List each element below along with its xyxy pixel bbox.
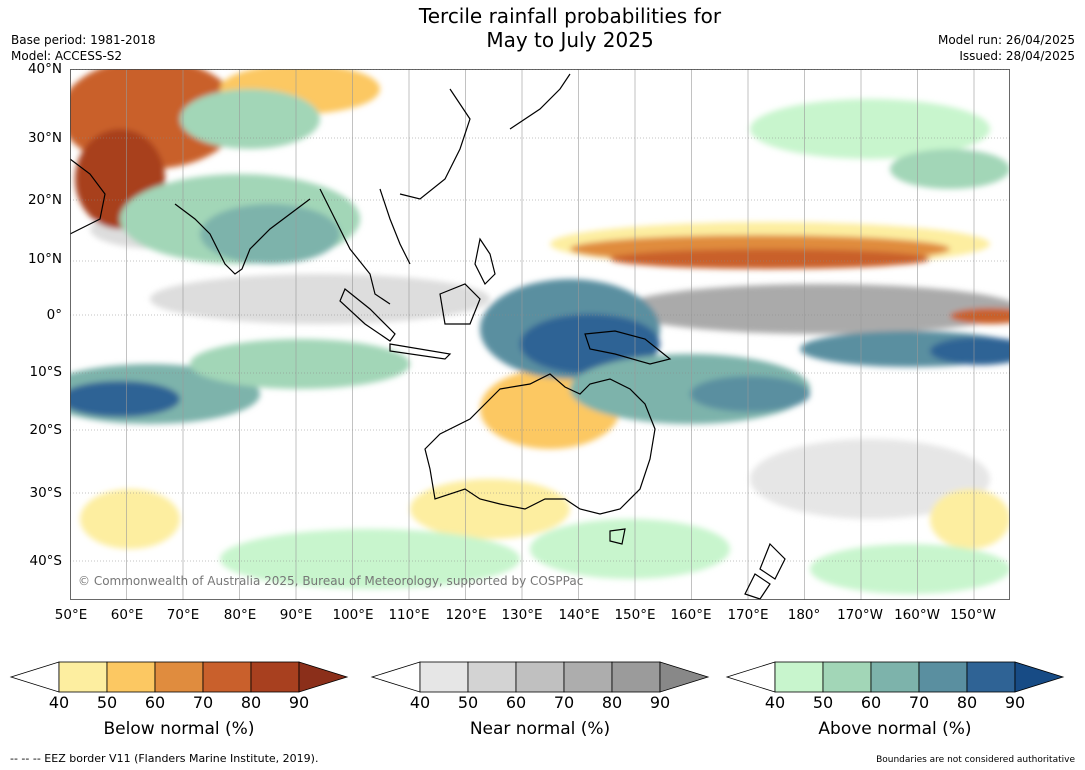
title-line-1: Tercile rainfall probabilities for [418,4,722,28]
colorbar-segment [467,661,517,693]
model-text: Model: ACCESS-S2 [11,49,123,63]
colorbar-segment [822,661,872,693]
base-period-text: Base period: 1981-2018 [11,33,156,47]
colorbar-segment [515,661,565,693]
cb-above-tick-40: 40 [764,693,786,712]
lon-label-150w: 150°W [950,607,996,623]
meta-left: Base period: 1981-2018 Model: ACCESS-S2 [11,32,156,64]
cb-below-tick-60: 60 [144,693,166,712]
lat-label-10s: 10°S [29,364,63,380]
lat-label-10n: 10°N [27,251,62,267]
title-line-2: May to July 2025 [486,28,654,52]
lon-label-130e: 130°E [501,607,543,623]
colorbar-segment [58,661,108,693]
copyright-notice: © Commonwealth of Australia 2025, Bureau… [78,574,584,588]
lon-label-80e: 80°E [223,607,257,623]
issued-text: Issued: 28/04/2025 [959,49,1075,63]
colorbar-segment [774,661,824,693]
cb-below-tick-80: 80 [240,693,262,712]
chart-title: Tercile rainfall probabilities for May t… [0,4,1085,52]
colorbar-low-arrow [9,661,60,693]
colorbar-segment [419,661,469,693]
colorbar-segment [202,661,252,693]
colorbar-segment [966,661,1016,693]
lat-label-40n: 40°N [27,61,62,77]
cb-below-tick-40: 40 [48,693,70,712]
cb-above-tick-90: 90 [1004,693,1026,712]
colorbar-segment [250,661,300,693]
colorbars [9,661,1065,693]
cb-near-tick-60: 60 [505,693,527,712]
colorbar-segment [563,661,613,693]
lat-label-30s: 30°S [29,485,63,501]
lon-label-120e: 120°E [445,607,487,623]
boundaries-disclaimer: Boundaries are not considered authoritat… [876,755,1075,765]
rainfall-probability-map [70,69,1010,600]
cb-above-tick-50: 50 [812,693,834,712]
cb-below-tick-70: 70 [192,693,214,712]
cb-above-tick-70: 70 [908,693,930,712]
cb-near-tick-80: 80 [601,693,623,712]
colorbar-near-normal [370,661,710,693]
cb-below-label: Below normal (%) [103,719,255,739]
lon-label-160w: 160°W [894,607,940,623]
colorbar-above-normal [725,661,1065,693]
lon-label-50e: 50°E [54,607,88,623]
lon-label-160e: 160°E [670,607,712,623]
lon-label-170w: 170°W [837,607,883,623]
colorbar-segment [870,661,920,693]
lon-label-70e: 70°E [166,607,200,623]
colorbar-low-arrow [370,661,421,693]
lon-label-170e: 170°E [727,607,769,623]
lat-label-40s: 40°S [29,553,63,569]
colorbar-segment [918,661,968,693]
lat-label-30n: 30°N [27,130,62,146]
meta-right: Model run: 26/04/2025 Issued: 28/04/2025 [938,32,1075,64]
lon-label-150e: 150°E [614,607,656,623]
lon-label-180: 180° [787,607,821,623]
cb-near-label: Near normal (%) [469,719,611,739]
lon-label-140e: 140°E [558,607,600,623]
cb-above-tick-80: 80 [956,693,978,712]
lat-label-0: 0° [46,307,62,323]
cb-above-tick-60: 60 [860,693,882,712]
colorbar-segment [611,661,661,693]
colorbar-segment [154,661,204,693]
colorbar-low-arrow [725,661,776,693]
cb-near-tick-70: 70 [553,693,575,712]
cb-near-tick-90: 90 [649,693,671,712]
colorbar-high-arrow [659,661,710,693]
colorbar-high-arrow [298,661,349,693]
lat-label-20n: 20°N [27,192,62,208]
colorbar-high-arrow [1014,661,1065,693]
coastlines [70,73,786,600]
probability-field [70,69,1010,594]
lon-label-100e: 100°E [332,607,374,623]
cb-above-label: Above normal (%) [818,719,972,739]
colorbar-segment [106,661,156,693]
lon-label-110e: 110°E [388,607,430,623]
eez-border-note: -- -- -- EEZ border V11 (Flanders Marine… [10,752,319,765]
cb-below-tick-50: 50 [96,693,118,712]
lon-label-60e: 60°E [110,607,144,623]
model-run-text: Model run: 26/04/2025 [937,33,1075,47]
lon-label-90e: 90°E [279,607,313,623]
cb-below-tick-90: 90 [288,693,310,712]
map-meridians [126,69,975,600]
cb-near-tick-50: 50 [457,693,479,712]
cb-near-tick-40: 40 [409,693,431,712]
colorbar-below-normal [9,661,349,693]
lat-label-20s: 20°S [29,422,63,438]
